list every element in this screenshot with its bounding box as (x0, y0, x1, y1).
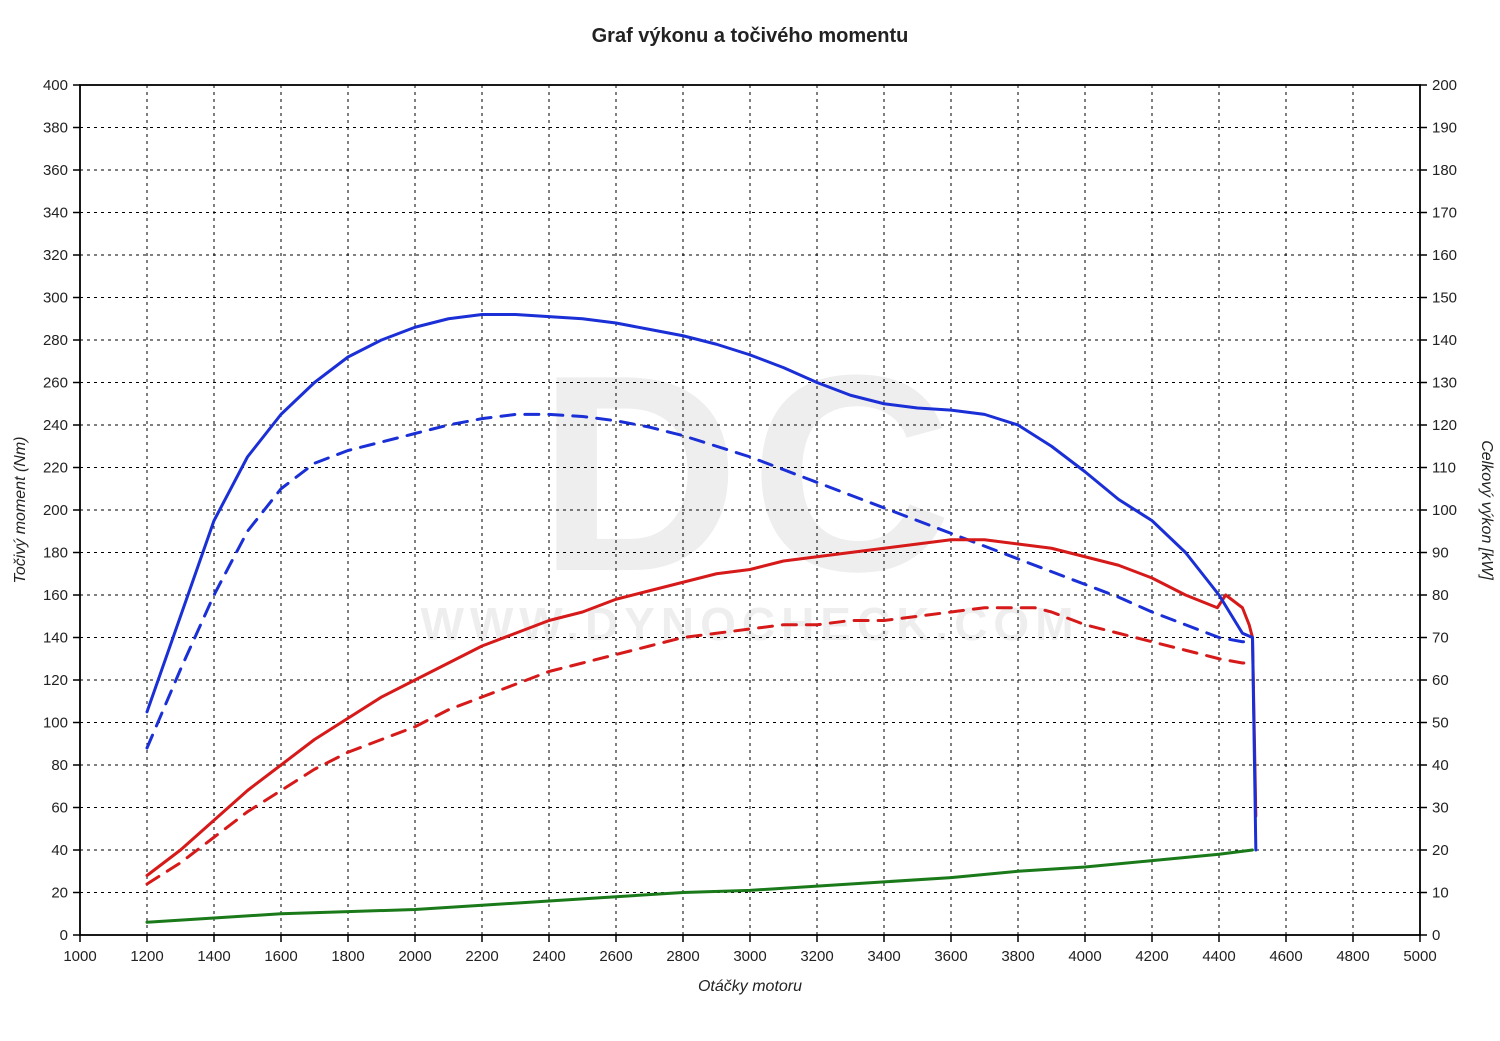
svg-text:1000: 1000 (63, 948, 96, 965)
svg-text:380: 380 (43, 120, 68, 137)
svg-text:20: 20 (51, 885, 68, 902)
svg-text:1200: 1200 (130, 948, 163, 965)
svg-text:Graf výkonu a točivého momentu: Graf výkonu a točivého momentu (592, 25, 909, 47)
svg-text:120: 120 (1432, 417, 1457, 434)
svg-text:120: 120 (43, 672, 68, 689)
svg-text:3600: 3600 (934, 948, 967, 965)
svg-text:5000: 5000 (1403, 948, 1436, 965)
svg-text:180: 180 (43, 545, 68, 562)
svg-text:1600: 1600 (264, 948, 297, 965)
svg-text:280: 280 (43, 332, 68, 349)
svg-text:140: 140 (43, 630, 68, 647)
svg-text:2400: 2400 (532, 948, 565, 965)
svg-text:110: 110 (1432, 460, 1456, 477)
svg-text:3200: 3200 (800, 948, 833, 965)
svg-text:1800: 1800 (331, 948, 364, 965)
svg-text:2000: 2000 (398, 948, 431, 965)
svg-text:4000: 4000 (1068, 948, 1101, 965)
svg-text:10: 10 (1432, 885, 1449, 902)
svg-text:40: 40 (1432, 757, 1449, 774)
svg-text:Celkový výkon [kW]: Celkový výkon [kW] (1478, 440, 1495, 580)
svg-text:4200: 4200 (1135, 948, 1168, 965)
svg-text:Otáčky motoru: Otáčky motoru (698, 978, 802, 995)
svg-text:140: 140 (1432, 332, 1457, 349)
svg-text:0: 0 (1432, 927, 1440, 944)
svg-text:2800: 2800 (666, 948, 699, 965)
svg-text:360: 360 (43, 162, 68, 179)
svg-text:60: 60 (51, 800, 68, 817)
svg-text:400: 400 (43, 77, 68, 94)
svg-text:340: 340 (43, 205, 68, 222)
svg-text:70: 70 (1432, 630, 1449, 647)
svg-text:3400: 3400 (867, 948, 900, 965)
svg-text:150: 150 (1432, 290, 1457, 307)
svg-text:90: 90 (1432, 545, 1449, 562)
svg-text:190: 190 (1432, 120, 1457, 137)
svg-text:260: 260 (43, 375, 68, 392)
svg-text:20: 20 (1432, 842, 1449, 859)
svg-text:4400: 4400 (1202, 948, 1235, 965)
svg-text:3000: 3000 (733, 948, 766, 965)
svg-text:2600: 2600 (599, 948, 632, 965)
svg-text:130: 130 (1432, 375, 1457, 392)
svg-text:1400: 1400 (197, 948, 230, 965)
svg-text:80: 80 (1432, 587, 1449, 604)
svg-text:100: 100 (43, 715, 68, 732)
svg-text:220: 220 (43, 460, 68, 477)
chart-container: { "chart": { "type": "line", "title": "G… (0, 0, 1500, 1041)
svg-text:320: 320 (43, 247, 68, 264)
svg-text:40: 40 (51, 842, 68, 859)
svg-text:170: 170 (1432, 205, 1457, 222)
svg-text:240: 240 (43, 417, 68, 434)
svg-text:2200: 2200 (465, 948, 498, 965)
svg-text:80: 80 (51, 757, 68, 774)
svg-text:4800: 4800 (1336, 948, 1369, 965)
dyno-chart: DCWWW.DYNOCHECK.COM100012001400160018002… (0, 0, 1500, 1041)
svg-text:200: 200 (1432, 77, 1457, 94)
svg-text:4600: 4600 (1269, 948, 1302, 965)
svg-text:180: 180 (1432, 162, 1457, 179)
svg-text:30: 30 (1432, 800, 1449, 817)
svg-text:50: 50 (1432, 715, 1449, 732)
svg-text:3800: 3800 (1001, 948, 1034, 965)
svg-text:160: 160 (1432, 247, 1457, 264)
svg-text:60: 60 (1432, 672, 1449, 689)
svg-text:100: 100 (1432, 502, 1457, 519)
svg-text:160: 160 (43, 587, 68, 604)
svg-text:Točivý moment (Nm): Točivý moment (Nm) (12, 437, 29, 584)
svg-text:300: 300 (43, 290, 68, 307)
svg-text:0: 0 (60, 927, 68, 944)
svg-text:200: 200 (43, 502, 68, 519)
